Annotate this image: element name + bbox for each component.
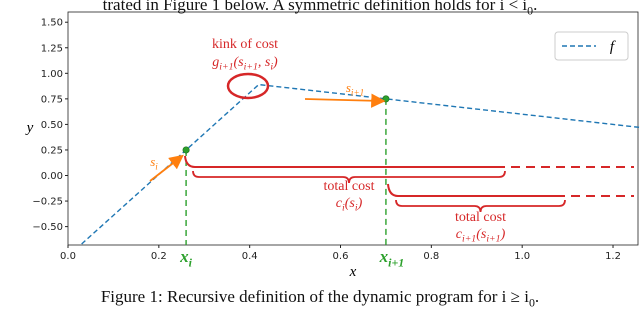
y-tick-label: −0.25 [32,197,63,208]
arrow [304,93,386,108]
text-part: c [456,227,463,242]
text-part: g [212,55,219,70]
legend-box [554,31,629,61]
annotation-formula: ci+1(si+1) [456,227,506,245]
annotation-formula: si [150,154,158,171]
annotation-formula: ci(si) [336,196,363,214]
x-tick-label: 0.2 [151,251,167,262]
figure-caption: Figure 1: Recursive definition of the dy… [101,287,539,309]
kink-circle [226,72,270,100]
x-axis-label: x [349,264,357,280]
subscript: i+1 [351,87,364,97]
text-part: trated in Figure 1 below. A symmetric de… [103,0,528,14]
plot-frame [67,11,639,246]
point-label: xi+1 [379,247,405,269]
x-tick-label: 0.0 [60,251,76,262]
y-tick-label: −0.50 [32,222,63,233]
arrow [149,154,184,182]
text-part: (s [345,196,356,211]
subscript: i [270,62,273,73]
text-part: , s [258,55,271,70]
text-part: ) [272,55,278,70]
y-tick-label: 0.00 [41,171,63,182]
point [382,95,390,103]
y-axis-label: y [25,120,34,136]
y-tick-label: 0.25 [41,145,63,156]
subscript: i [355,203,358,214]
subscript: i+1 [462,234,476,245]
text-part: x [179,247,189,266]
brace [192,170,506,184]
subscript: 0 [529,295,535,309]
y-tick-label: 0.50 [41,120,63,131]
x-tick-label: 0.4 [242,251,258,262]
legend-label: f [610,39,616,55]
annotation: total cost [324,179,375,194]
text-part: Figure 1: Recursive definition of the dy… [101,287,529,306]
y-tick-label: 1.00 [41,69,63,80]
subscript: i+1 [219,62,233,73]
text-part: ) [357,196,363,211]
x-tick-label: 1.0 [514,251,530,262]
y-tick-label: 1.25 [41,43,63,54]
cost-line [184,155,505,168]
point-label: xi [179,247,193,269]
subscript: i [189,255,193,269]
text-part: (s [234,55,245,70]
subscript: i [155,161,158,171]
text-part: . [535,287,539,306]
subscript: 0 [527,3,533,17]
body-text: trated in Figure 1 below. A symmetric de… [103,0,538,17]
line-series [81,83,640,245]
annotation: kink of cost [212,37,278,52]
text-part: s [346,80,351,95]
text-part: . [533,0,537,14]
subscript: i [342,203,345,214]
text-part: ) [500,227,506,242]
annotation-formula: si+1 [346,80,364,97]
x-tick-label: 1.2 [605,251,621,262]
x-tick-label: 0.6 [333,251,349,262]
annotation: total cost [455,210,506,225]
point [182,146,190,154]
text-part: x [379,247,389,266]
cost-line [387,183,565,197]
brace [395,199,566,213]
text-part: (s [476,227,487,242]
subscript: i+1 [486,234,500,245]
annotation-formula: gi+1(si+1, si) [212,55,278,73]
x-tick-label: 0.8 [423,251,439,262]
y-tick-label: 0.75 [41,94,63,105]
subscript: i+1 [388,255,404,269]
text-part: s [150,154,155,169]
subscript: i+1 [244,62,258,73]
y-tick-label: 1.50 [41,18,63,29]
text-part: c [336,196,343,211]
